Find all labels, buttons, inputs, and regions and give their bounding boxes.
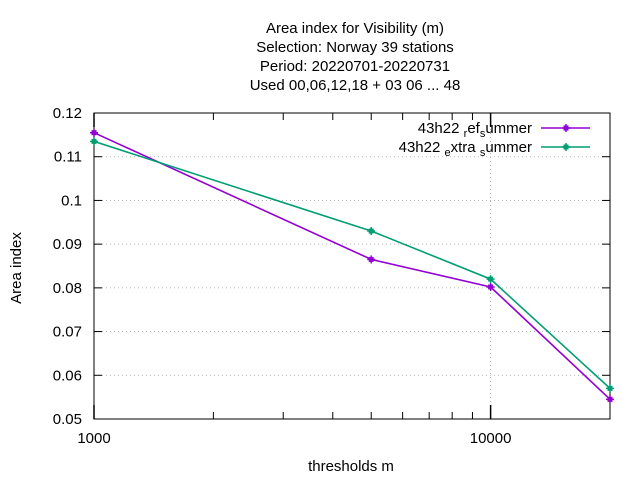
legend-label-part: ummer [485, 139, 532, 156]
legend-label-part: 43h22 [399, 139, 445, 156]
data-point [90, 128, 98, 137]
y-tick-label: 0.09 [53, 236, 82, 253]
plot-frame [93, 112, 611, 420]
x-tick-label: 10000 [470, 430, 512, 447]
grid-lines [94, 113, 610, 419]
point-mark-center [368, 228, 374, 234]
x-tick-label: 1000 [77, 430, 110, 447]
data-point [606, 384, 614, 393]
legend-label-part: e [445, 147, 451, 159]
point-mark-center [488, 276, 494, 282]
y-tick-label: 0.11 [54, 149, 82, 166]
y-tick-label: 0.08 [53, 280, 82, 297]
data-point [486, 275, 495, 284]
legend-label-part: ef [467, 120, 480, 137]
data-point [562, 124, 570, 132]
data-point [90, 137, 98, 146]
point-mark-center [563, 144, 569, 150]
title-line: Selection: Norway 39 stations [256, 39, 454, 56]
point-mark-center [563, 125, 569, 131]
legend-label-part: xtra [451, 139, 480, 156]
legend-label: 43h22 extra summer [399, 139, 532, 159]
y-tick-label: 0.07 [53, 324, 82, 341]
title-line: Used 00,06,12,18 + 03 06 ... 48 [250, 77, 461, 94]
series-line [93, 131, 611, 400]
point-mark-center [91, 138, 97, 144]
y-tick-label: 0.06 [53, 367, 82, 384]
y-tick-label: 0.05 [53, 411, 82, 428]
point-mark-center [91, 130, 97, 136]
legend-label-part: ummer [485, 120, 532, 137]
x-axis-label: thresholds m [308, 458, 394, 475]
data-point [367, 255, 376, 264]
point-mark-center [368, 256, 374, 262]
title-line: Area index for Visibility (m) [266, 20, 444, 37]
legend-label-part: s [480, 128, 486, 140]
data-point [606, 395, 614, 404]
point-mark-center [607, 385, 613, 391]
y-tick-label: 0.1 [61, 192, 82, 209]
data-point [562, 143, 570, 151]
legend-label-part: s [480, 147, 486, 159]
point-mark-center [488, 284, 494, 290]
legend-label: 43h22 refsummer [418, 120, 532, 140]
legend-label-part: r [464, 128, 468, 140]
series-line [93, 140, 611, 389]
data-point [486, 282, 495, 291]
chart-title: Area index for Visibility (m) Selection: … [250, 20, 461, 94]
y-tick-label: 0.12 [53, 105, 82, 122]
series-group [90, 128, 614, 404]
legend-label-part: 43h22 [418, 120, 464, 137]
point-mark-center [607, 396, 613, 402]
axis-ticks: 0.05 0.06 0.07 0.08 0.09 0.1 0.11 0.12 1000 10000 [53, 105, 610, 447]
y-axis-label: Area index [8, 232, 25, 304]
title-line: Period: 20220701-20220731 [260, 58, 450, 75]
data-point [367, 227, 376, 236]
